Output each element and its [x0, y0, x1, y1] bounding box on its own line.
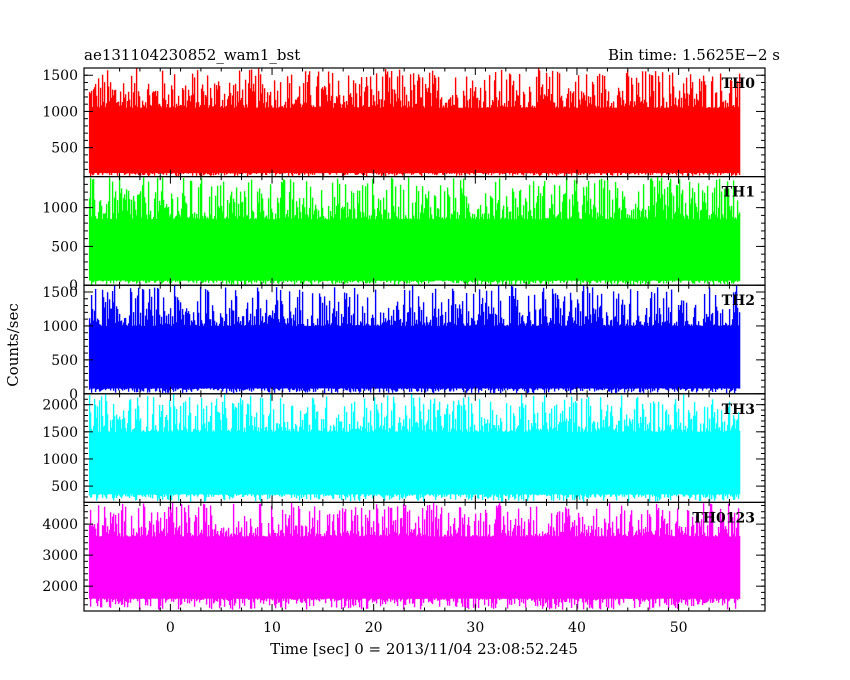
series-core-th0123 — [89, 547, 740, 592]
y-tick-label: 500 — [51, 239, 78, 255]
y-tick-label: 1500 — [42, 425, 78, 441]
y-tick-label: 1500 — [42, 68, 78, 84]
series-core-th2 — [89, 337, 740, 381]
x-tick-label: 30 — [466, 620, 484, 636]
y-tick-label: 0 — [69, 387, 78, 403]
series-label-th2: TH2 — [722, 293, 755, 309]
series-label-th1: TH1 — [722, 185, 755, 201]
panel-th3: 500 1000 1500 2000 TH3 — [42, 393, 766, 503]
y-tick-label: 2000 — [42, 579, 78, 595]
x-tick-label: 0 — [166, 620, 175, 636]
y-axis-label: Counts/sec — [4, 303, 22, 387]
x-axis-label: Time [sec] 0 = 2013/11/04 23:08:52.245 — [270, 640, 578, 658]
y-tick-label: 500 — [51, 141, 78, 157]
x-axis: 0 10 20 30 40 50 — [166, 620, 688, 636]
chart-title: ae131104230852_wam1_bst — [84, 46, 300, 64]
panel-th1: 0 500 1000 TH1 — [42, 176, 766, 294]
x-tick-label: 50 — [670, 620, 688, 636]
y-tick-label: 1000 — [42, 104, 78, 120]
y-tick-label: 1000 — [42, 319, 78, 335]
panel-th0123: 2000 3000 4000 TH0123 — [42, 501, 766, 612]
x-tick-label: 10 — [263, 620, 281, 636]
y-tick-label: 500 — [51, 353, 78, 369]
panels-group: 500 1000 1500 TH0 0 500 1000 TH1 0 500 1000 1500 TH2… — [42, 67, 766, 612]
bin-time-label: Bin time: 1.5625E−2 s — [608, 46, 780, 64]
series-core-th3 — [89, 443, 740, 487]
series-label-th3: TH3 — [722, 402, 755, 418]
y-tick-label: 1000 — [42, 201, 78, 217]
series-label-th0123: TH0123 — [692, 510, 755, 526]
y-tick-label: 4000 — [42, 517, 78, 533]
y-tick-label: 2000 — [42, 398, 78, 414]
series-core-th1 — [89, 230, 740, 274]
y-tick-label: 1000 — [42, 452, 78, 468]
y-tick-label: 3000 — [42, 548, 78, 564]
x-tick-label: 40 — [568, 620, 586, 636]
y-tick-label: 0 — [69, 278, 78, 294]
series-label-th0: TH0 — [722, 76, 756, 92]
series-core-th0 — [89, 119, 740, 166]
panel-th2: 0 500 1000 1500 TH2 — [42, 284, 766, 403]
x-tick-label: 20 — [365, 620, 383, 636]
y-tick-label: 500 — [51, 479, 78, 495]
y-tick-label: 1500 — [42, 285, 78, 301]
panel-th0: 500 1000 1500 TH0 — [42, 67, 766, 178]
